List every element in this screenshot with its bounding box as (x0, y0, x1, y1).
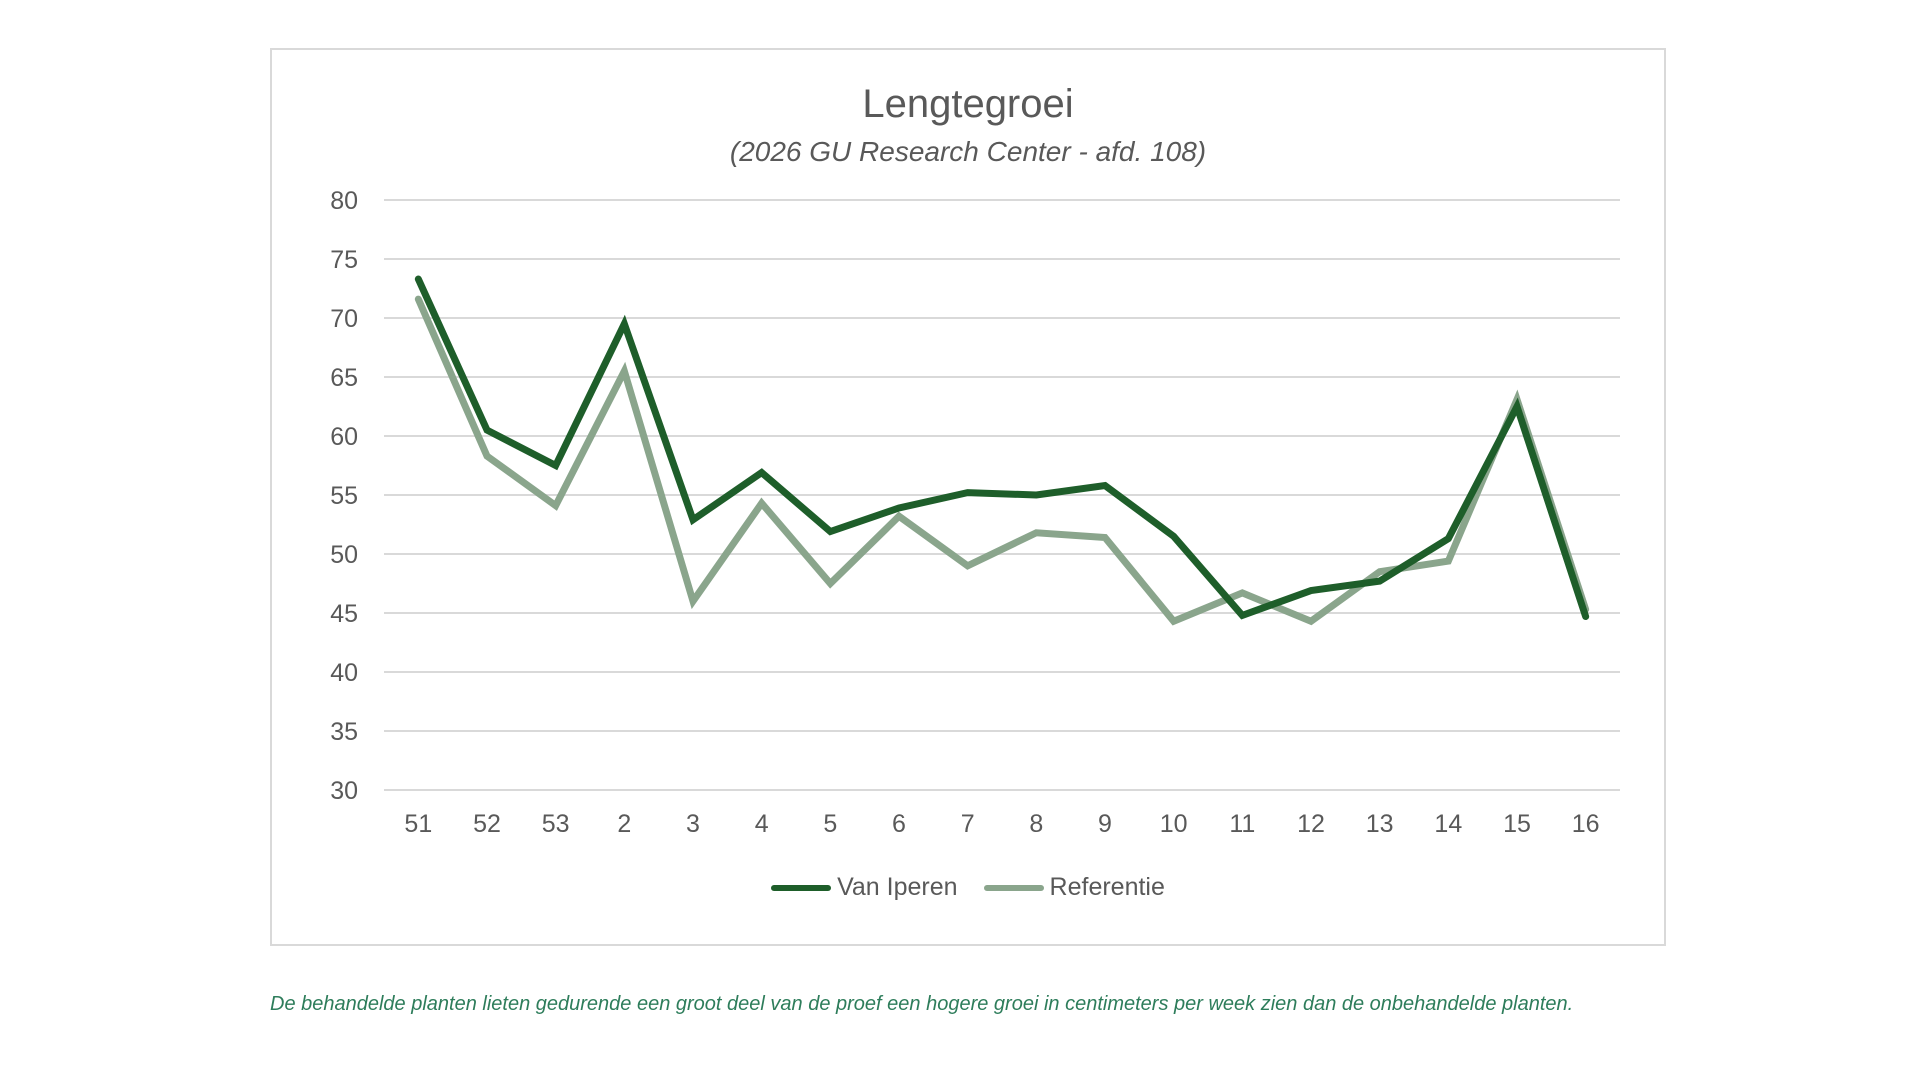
legend-swatch (771, 884, 832, 891)
x-tick-label: 10 (1160, 810, 1188, 838)
y-tick-label: 60 (330, 423, 358, 451)
x-tick-label: 7 (961, 810, 975, 838)
y-tick-label: 80 (330, 187, 358, 215)
y-tick-label: 75 (330, 246, 358, 274)
y-tick-label: 65 (330, 364, 358, 392)
x-tick-label: 6 (892, 810, 906, 838)
x-tick-label: 3 (686, 810, 700, 838)
y-tick-label: 35 (330, 718, 358, 746)
x-tick-label: 13 (1366, 810, 1394, 838)
x-tick-label: 12 (1297, 810, 1325, 838)
x-tick-label: 2 (617, 810, 631, 838)
x-tick-label: 15 (1503, 810, 1531, 838)
x-tick-label: 52 (473, 810, 501, 838)
y-tick-label: 50 (330, 541, 358, 569)
legend-item-referentie: Referentie (983, 873, 1165, 902)
chart-caption: De behandelde planten lieten gedurende e… (270, 993, 1574, 1015)
legend-item-van-iperen: Van Iperen (771, 873, 958, 902)
x-tick-label: 5 (823, 810, 837, 838)
y-tick-label: 45 (330, 600, 358, 628)
x-tick-label: 8 (1029, 810, 1043, 838)
y-tick-label: 30 (330, 777, 358, 805)
series-line-van-iperen (414, 275, 1590, 621)
series-line-referentie (414, 295, 1590, 626)
y-tick-label: 70 (330, 305, 358, 333)
x-tick-label: 16 (1572, 810, 1600, 838)
chart-title: Lengtegroei (862, 82, 1074, 126)
x-tick-label: 9 (1098, 810, 1112, 838)
legend-swatch (983, 884, 1044, 891)
x-tick-label: 53 (542, 810, 570, 838)
x-tick-label: 14 (1434, 810, 1462, 838)
x-tick-label: 51 (404, 810, 432, 838)
y-tick-label: 55 (330, 482, 358, 510)
y-tick-label: 40 (330, 659, 358, 687)
legend-label: Van Iperen (837, 873, 958, 901)
legend-label: Referentie (1049, 873, 1165, 901)
x-tick-label: 11 (1229, 810, 1255, 838)
chart-legend: Van Iperen Referentie (272, 873, 1664, 902)
chart-subtitle: (2026 GU Research Center - afd. 108) (729, 136, 1207, 167)
chart-area: Lengtegroei (2026 GU Research Center - a… (270, 48, 1666, 946)
x-tick-label: 4 (755, 810, 769, 838)
